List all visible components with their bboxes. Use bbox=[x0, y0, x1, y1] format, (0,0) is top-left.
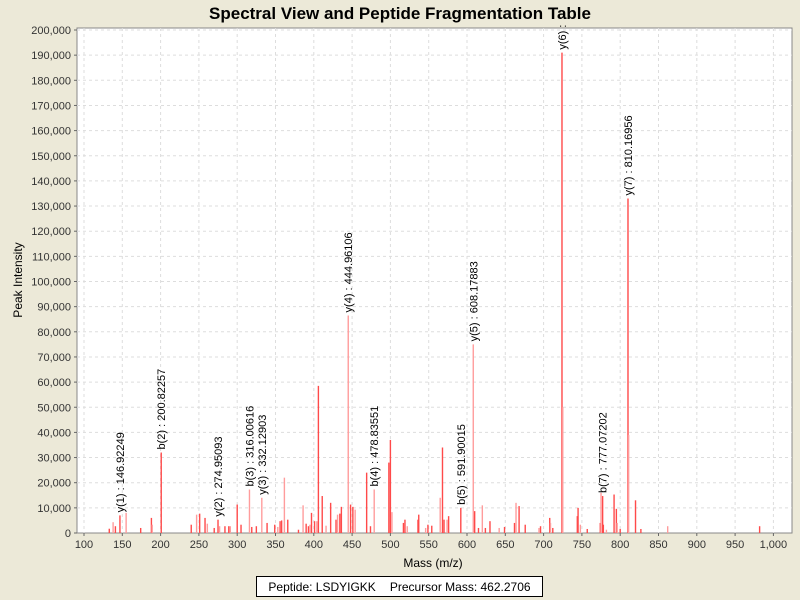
y-tick-label: 30,000 bbox=[37, 453, 71, 465]
y-tick-label: 110,000 bbox=[32, 251, 71, 263]
x-tick-label: 450 bbox=[343, 539, 361, 551]
y-tick-label: 20,000 bbox=[37, 478, 71, 490]
x-tick-label: 950 bbox=[726, 539, 744, 551]
y-tick-label: 0 bbox=[65, 528, 71, 540]
peak-annotation: y(5) : 608.17883 bbox=[468, 261, 480, 341]
peak-annotation: b(3) : 316.00616 bbox=[244, 406, 256, 487]
y-tick-label: 200,000 bbox=[31, 25, 71, 37]
peak-annotation: b(5) : 591.90015 bbox=[456, 424, 468, 505]
x-tick-label: 300 bbox=[228, 539, 246, 551]
chart-title: Spectral View and Peptide Fragmentation … bbox=[209, 4, 591, 23]
peak-annotation: y(2) : 274.95093 bbox=[213, 437, 225, 517]
y-tick-label: 160,000 bbox=[31, 126, 71, 138]
y-tick-label: 80,000 bbox=[37, 327, 71, 339]
x-tick-label: 100 bbox=[75, 539, 93, 551]
peak-annotation: b(7) : 777.07202 bbox=[598, 412, 610, 493]
peak-annotation: y(3) : 332.12903 bbox=[257, 415, 269, 495]
x-tick-label: 700 bbox=[534, 539, 552, 551]
legend-box: Peptide: LSDYIGKK Precursor Mass: 462.27… bbox=[256, 576, 543, 597]
x-tick-label: 800 bbox=[611, 539, 629, 551]
y-tick-label: 130,000 bbox=[31, 201, 71, 213]
peak-annotation: b(2) : 200.82257 bbox=[156, 369, 168, 450]
x-tick-label: 600 bbox=[458, 539, 476, 551]
y-tick-label: 90,000 bbox=[37, 302, 71, 314]
x-axis-label: Mass (m/z) bbox=[403, 556, 462, 570]
peak-annotation: b(4) : 478.83551 bbox=[369, 406, 381, 487]
y-tick-label: 40,000 bbox=[37, 427, 71, 439]
x-tick-label: 900 bbox=[688, 539, 706, 551]
y-tick-label: 120,000 bbox=[31, 226, 71, 238]
y-tick-label: 10,000 bbox=[37, 503, 71, 515]
x-tick-label: 350 bbox=[266, 539, 284, 551]
y-tick-label: 100,000 bbox=[31, 277, 71, 289]
y-axis-label: Peak Intensity bbox=[11, 242, 25, 317]
peak-annotation: y(6) : bbox=[557, 25, 569, 50]
y-tick-label: 180,000 bbox=[31, 75, 71, 87]
y-tick-label: 150,000 bbox=[31, 151, 71, 163]
plot-area bbox=[76, 27, 793, 534]
x-tick-label: 1,000 bbox=[760, 539, 788, 551]
legend-precursor-mass: Precursor Mass: 462.2706 bbox=[389, 579, 531, 594]
x-tick-label: 500 bbox=[381, 539, 399, 551]
y-tick-label: 170,000 bbox=[31, 100, 71, 112]
y-tick-label: 140,000 bbox=[31, 176, 71, 188]
peak-annotation: y(7) : 810.16956 bbox=[623, 115, 635, 195]
peak-annotation: y(4) : 444.96106 bbox=[343, 232, 355, 312]
x-tick-label: 650 bbox=[496, 539, 514, 551]
x-tick-label: 850 bbox=[649, 539, 667, 551]
x-tick-label: 550 bbox=[420, 539, 438, 551]
y-tick-label: 190,000 bbox=[31, 50, 71, 62]
y-tick-label: 60,000 bbox=[37, 377, 71, 389]
peak-annotation: y(1) : 146.92249 bbox=[115, 432, 127, 512]
legend-peptide: Peptide: LSDYIGKK bbox=[268, 579, 376, 594]
x-tick-label: 250 bbox=[190, 539, 208, 551]
x-tick-label: 400 bbox=[305, 539, 323, 551]
x-tick-label: 750 bbox=[573, 539, 591, 551]
x-tick-label: 150 bbox=[113, 539, 131, 551]
y-tick-label: 70,000 bbox=[37, 352, 71, 364]
y-tick-label: 50,000 bbox=[37, 402, 71, 414]
x-tick-label: 200 bbox=[151, 539, 169, 551]
